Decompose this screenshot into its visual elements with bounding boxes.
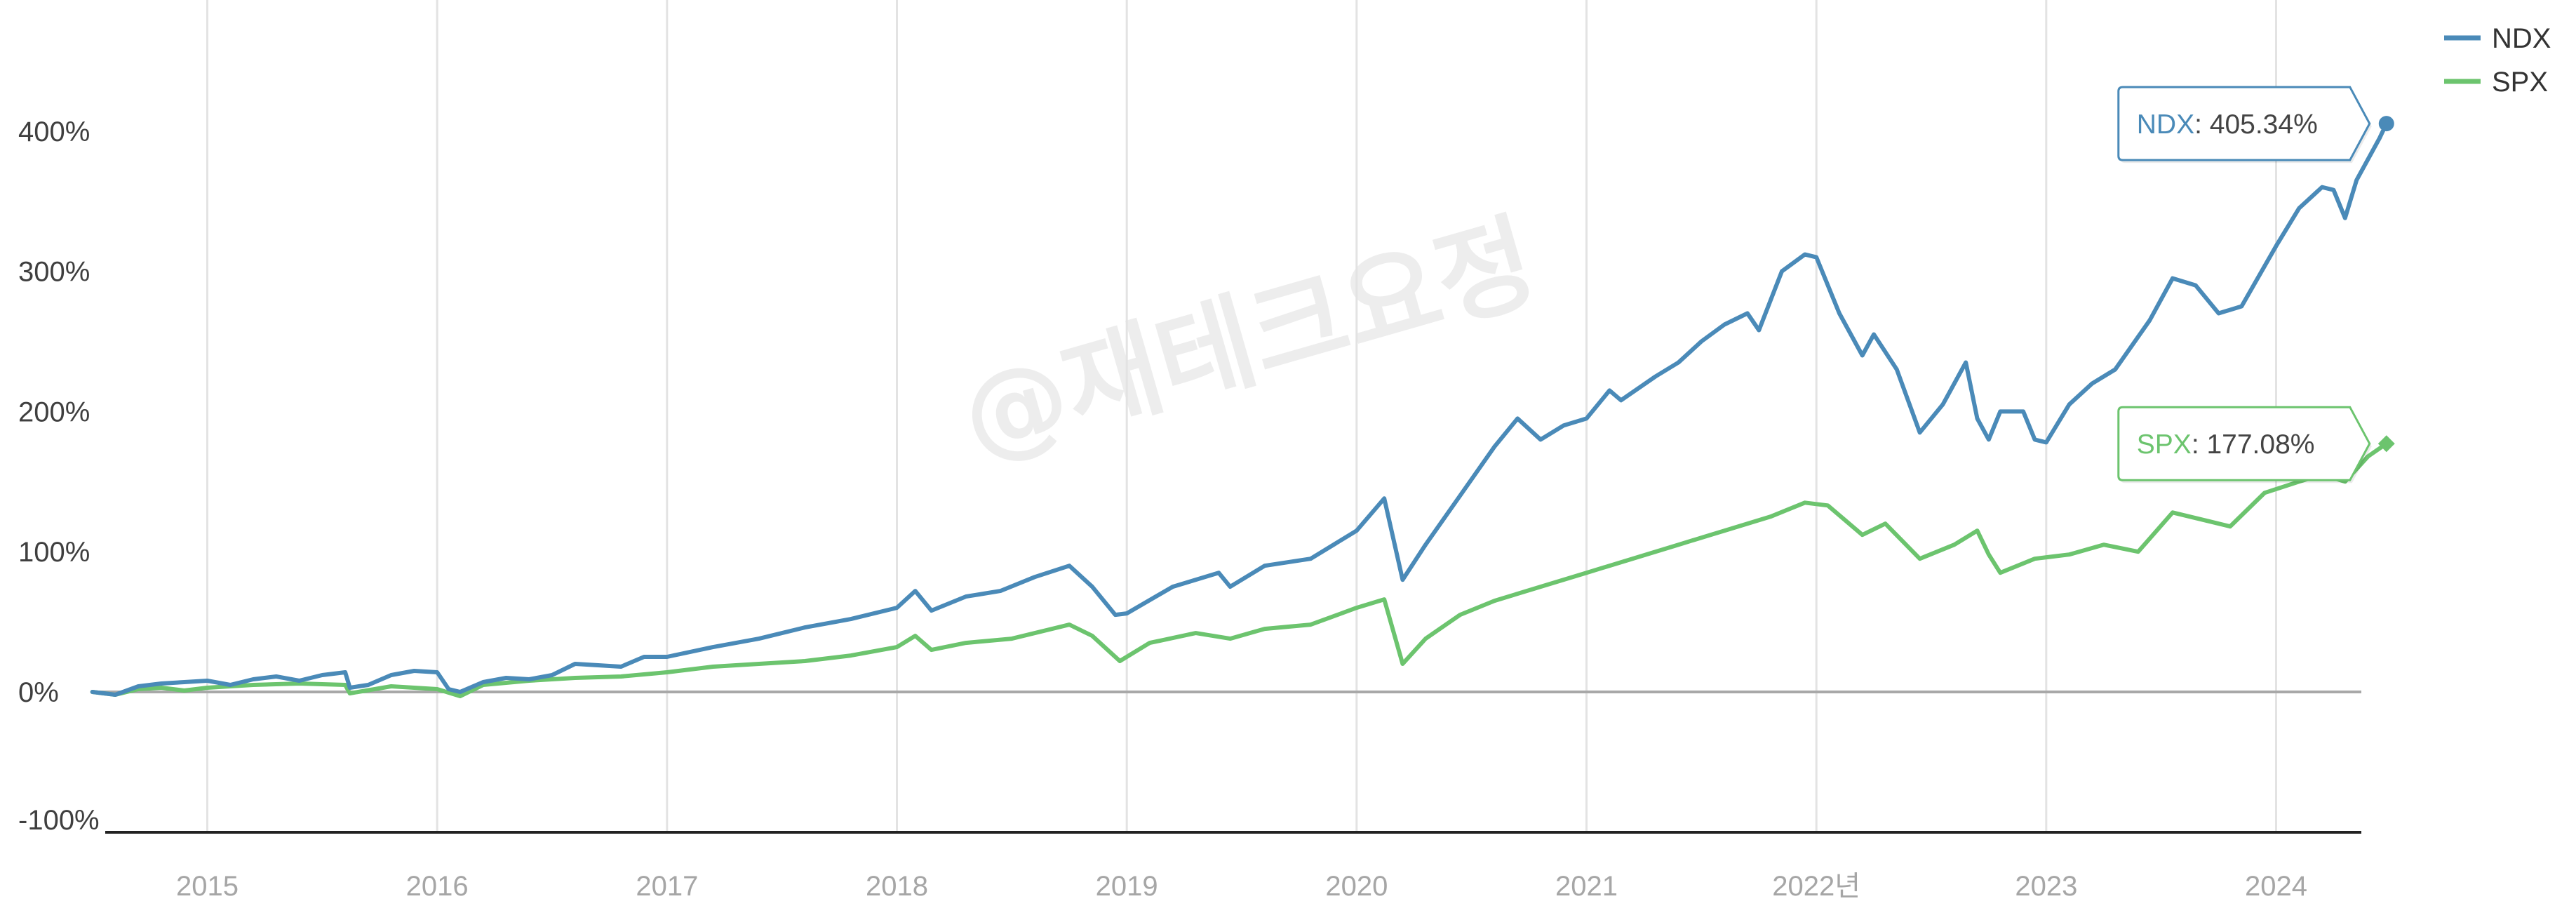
end-label-text: SPX: 177.08% [2137, 429, 2315, 460]
x-axis-ticks: 2015 2016 2017 2018 2019 2020 2021 2022년 2023 202… [176, 871, 2307, 902]
x-tick-label: 2018 [866, 871, 928, 902]
end-marker-spx [2377, 435, 2395, 453]
x-tick-label: 2024 [2245, 871, 2307, 902]
y-tick-label: 400% [18, 116, 90, 147]
end-label-ndx: NDX: 405.34% [2117, 86, 2372, 164]
x-tick-label: 2017 [636, 871, 698, 902]
axes [91, 691, 2361, 834]
watermark: @재테크요정 [948, 201, 1548, 481]
x-tick-label: 2023 [2015, 871, 2077, 902]
legend-label: NDX [2492, 23, 2551, 54]
legend-label: SPX [2492, 67, 2548, 98]
x-tick-label: 2020 [1325, 871, 1388, 902]
x-grid [206, 0, 2277, 832]
end-marker-ndx [2378, 116, 2394, 132]
series-end-labels: NDX: 405.34% SPX: 177.08% [2117, 86, 2372, 484]
y-tick-label: 100% [18, 537, 90, 568]
x-tick-label: 2016 [406, 871, 469, 902]
y-tick-label: 0% [18, 677, 59, 708]
y-axis-ticks: 400% 300% 200% 100% 0% -100% [18, 116, 100, 836]
end-label-spx: SPX: 177.08% [2117, 406, 2372, 484]
x-tick-label: 2021 [1555, 871, 1618, 902]
y-tick-label: 200% [18, 396, 90, 427]
legend: NDX SPX [2444, 23, 2551, 98]
x-tick-label: 2019 [1096, 871, 1158, 902]
end-label-text: NDX: 405.34% [2137, 109, 2318, 140]
series-lines [90, 116, 2395, 698]
x-tick-label: 2015 [176, 871, 239, 902]
legend-item-ndx: NDX [2444, 23, 2551, 54]
series-line-ndx [90, 121, 2389, 697]
y-tick-label: -100% [18, 805, 100, 836]
end-label-box [2117, 86, 2371, 161]
x-tick-label: 2022년 [1772, 871, 1860, 902]
legend-item-spx: SPX [2444, 67, 2548, 98]
y-tick-label: 300% [18, 257, 90, 288]
end-label-box [2117, 406, 2371, 481]
series-line-spx [90, 441, 2389, 698]
